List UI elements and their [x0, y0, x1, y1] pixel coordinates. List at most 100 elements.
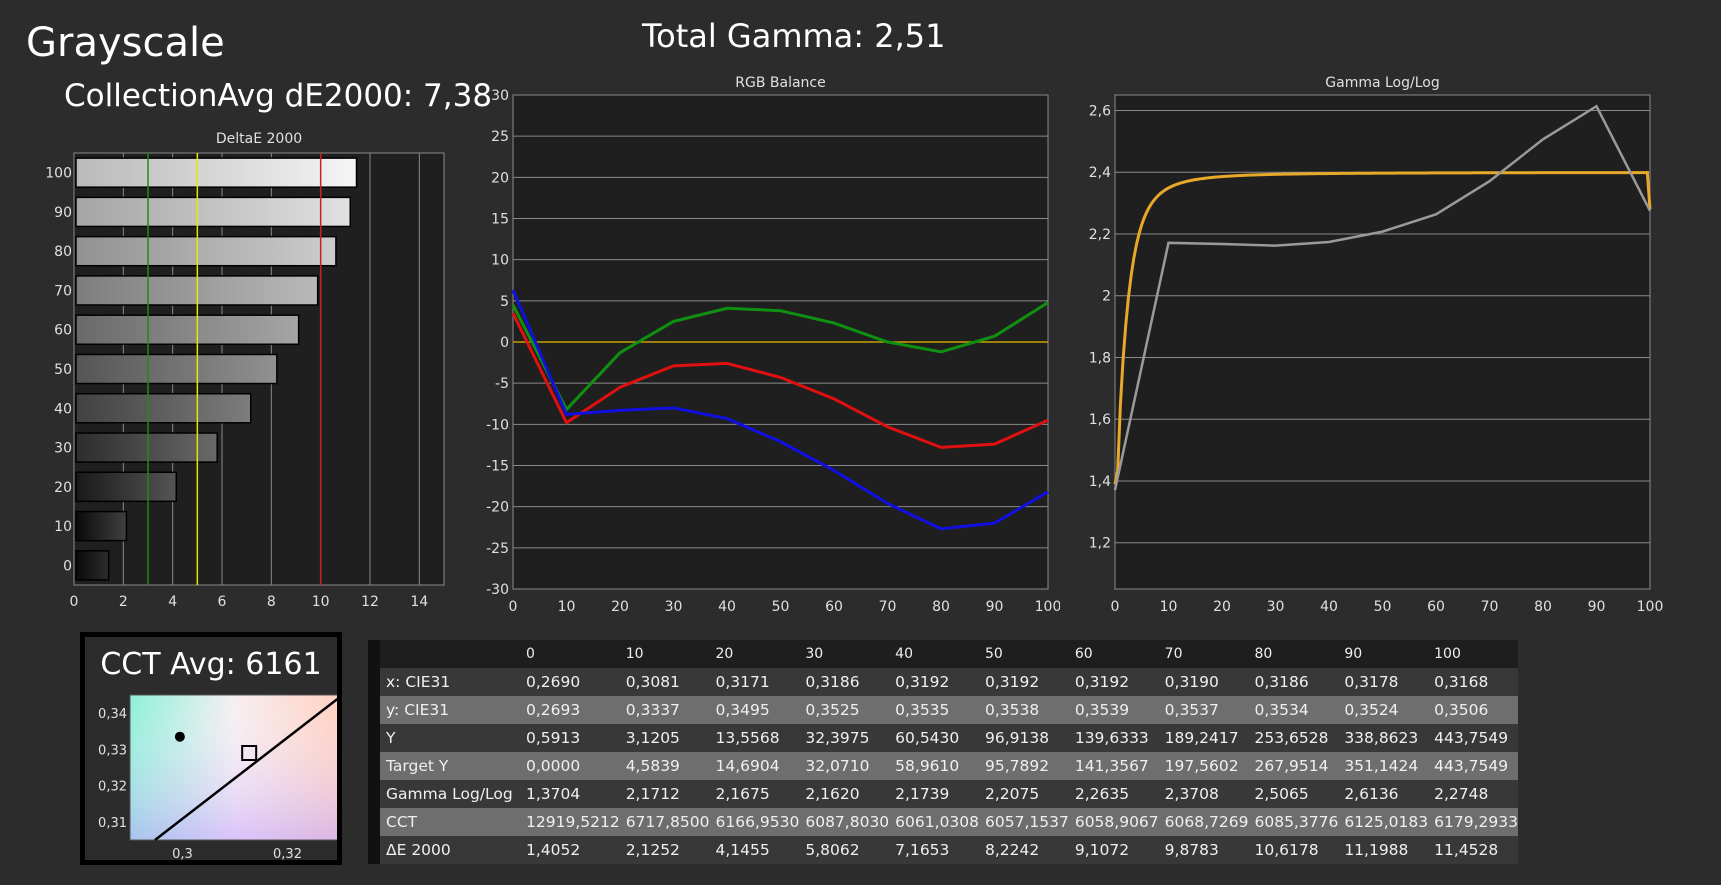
x-tick-label: 100 [1637, 599, 1664, 615]
x-tick-label: 40 [718, 599, 736, 615]
row-marker [368, 724, 380, 752]
table-row: y: CIE31 0,2693 0,3337 0,3495 0,3525 0,3535 0,… [368, 696, 1518, 724]
gamma-chart: Gamma Log/Log 2,6 2,4 2,2 2 1,8 1,6 1,4 1,2 0 10 20… [1089, 75, 1664, 615]
row-marker [368, 696, 380, 724]
column-header: 80 [1248, 640, 1339, 668]
column-header: 40 [889, 640, 979, 668]
delta-bar [75, 392, 252, 424]
x-tick-label: 70 [879, 599, 897, 615]
table-cell: 0,2693 [520, 696, 620, 724]
table-cell: 2,1675 [709, 780, 800, 808]
y-tick-label: 0,33 [98, 743, 127, 758]
y-tick-label: -20 [486, 500, 509, 516]
column-header: 20 [709, 640, 800, 668]
x-tick-label: 80 [932, 599, 950, 615]
table-cell: 12919,5212 [520, 808, 620, 836]
table-cell: 197,5602 [1158, 752, 1249, 780]
y-tick-label: 1,4 [1089, 474, 1111, 490]
table-cell: 0,3539 [1068, 696, 1159, 724]
column-header [380, 640, 520, 668]
delta-bar [75, 550, 110, 581]
y-tick-label: -10 [486, 417, 509, 433]
gamma-measured-line [1113, 104, 1652, 491]
table-cell: 1,4052 [520, 836, 620, 864]
chart-title: RGB Balance [735, 75, 825, 91]
table-cell: 0,2690 [520, 668, 620, 696]
planckian-locus [154, 697, 337, 841]
table-cell: 4,5839 [619, 752, 710, 780]
y-tick-label: 50 [54, 362, 72, 378]
table-cell: 0,5913 [520, 724, 620, 752]
y-tick-label: 0,31 [98, 816, 127, 831]
table-cell: 7,1653 [889, 836, 979, 864]
x-tick-label: 30 [1267, 599, 1285, 615]
delta-bar [75, 235, 337, 267]
y-tick-label: 80 [54, 244, 72, 260]
gamma-target-line [1113, 171, 1652, 485]
row-label: x: CIE31 [380, 668, 520, 696]
table-cell: 0,3192 [1068, 668, 1159, 696]
x-tick-label: 0,32 [273, 847, 302, 860]
table-cell: 2,2748 [1428, 780, 1518, 808]
table-cell: 9,1072 [1068, 836, 1159, 864]
table-cell: 10,6178 [1248, 836, 1339, 864]
column-header: 90 [1338, 640, 1429, 668]
table-cell: 0,3186 [799, 668, 890, 696]
y-tick-label: -30 [486, 582, 509, 598]
y-tick-label: 1,8 [1089, 350, 1111, 366]
table-cell: 0,3186 [1248, 668, 1339, 696]
cct-avg-label: CCT Avg: 6161 [100, 647, 322, 682]
x-tick-label: 40 [1320, 599, 1338, 615]
table-cell: 0,3495 [709, 696, 800, 724]
column-header: 50 [979, 640, 1069, 668]
table-cell: 5,8062 [799, 836, 890, 864]
table-cell: 2,2635 [1068, 780, 1159, 808]
y-tick-label: 20 [54, 480, 72, 496]
table-cell: 189,2417 [1158, 724, 1249, 752]
x-tick-label: 50 [772, 599, 790, 615]
table-cell: 6125,0183 [1338, 808, 1429, 836]
x-tick-label: 30 [665, 599, 683, 615]
table-cell: 0,0000 [520, 752, 620, 780]
table-cell: 32,3975 [799, 724, 890, 752]
row-marker [368, 752, 380, 780]
cie-chart: 0,34 0,33 0,32 0,31 0,3 0,32 [98, 694, 337, 860]
table-cell: 2,1712 [619, 780, 710, 808]
rgb-series-line [511, 312, 1049, 449]
table-cell: 9,8783 [1158, 836, 1249, 864]
y-tick-label: 15 [491, 212, 509, 228]
y-tick-label: 2 [1102, 289, 1111, 305]
table-cell: 2,1739 [889, 780, 979, 808]
delta-bar [75, 196, 351, 228]
table-cell: 8,2242 [979, 836, 1069, 864]
table-cell: 6058,9067 [1068, 808, 1159, 836]
measured-point [174, 731, 185, 742]
x-tick-label: 20 [611, 599, 629, 615]
column-header: 30 [799, 640, 890, 668]
x-tick-label: 20 [1213, 599, 1231, 615]
table-cell: 6717,8500 [619, 808, 710, 836]
y-tick-label: 2,2 [1089, 227, 1111, 243]
y-tick-label: 0,32 [98, 780, 127, 795]
row-label: Target Y [380, 752, 520, 780]
y-tick-label: 1,2 [1089, 536, 1111, 552]
table-cell: 11,4528 [1428, 836, 1518, 864]
page-title: Grayscale [26, 20, 225, 66]
row-marker [368, 668, 380, 696]
plot-area [1114, 94, 1651, 590]
row-label: y: CIE31 [380, 696, 520, 724]
y-tick-label: 2,6 [1089, 103, 1111, 119]
table-cell: 0,3168 [1428, 668, 1518, 696]
table-cell: 0,3337 [619, 696, 710, 724]
data-table: 0 10 20 30 40 50 60 70 80 90 100 x: CIE31 0,2690 0,30… [368, 640, 1518, 864]
x-tick-label: 10 [1160, 599, 1178, 615]
y-tick-label: 0 [63, 558, 72, 574]
y-tick-label: 70 [54, 283, 72, 299]
y-tick-label: 10 [54, 519, 72, 535]
y-tick-label: 0 [500, 335, 509, 351]
table-row: CCT 12919,5212 6717,8500 6166,9530 6087,8030… [368, 808, 1518, 836]
delta-bar [75, 314, 300, 346]
table-cell: 6061,0308 [889, 808, 979, 836]
table-cell: 4,1455 [709, 836, 800, 864]
